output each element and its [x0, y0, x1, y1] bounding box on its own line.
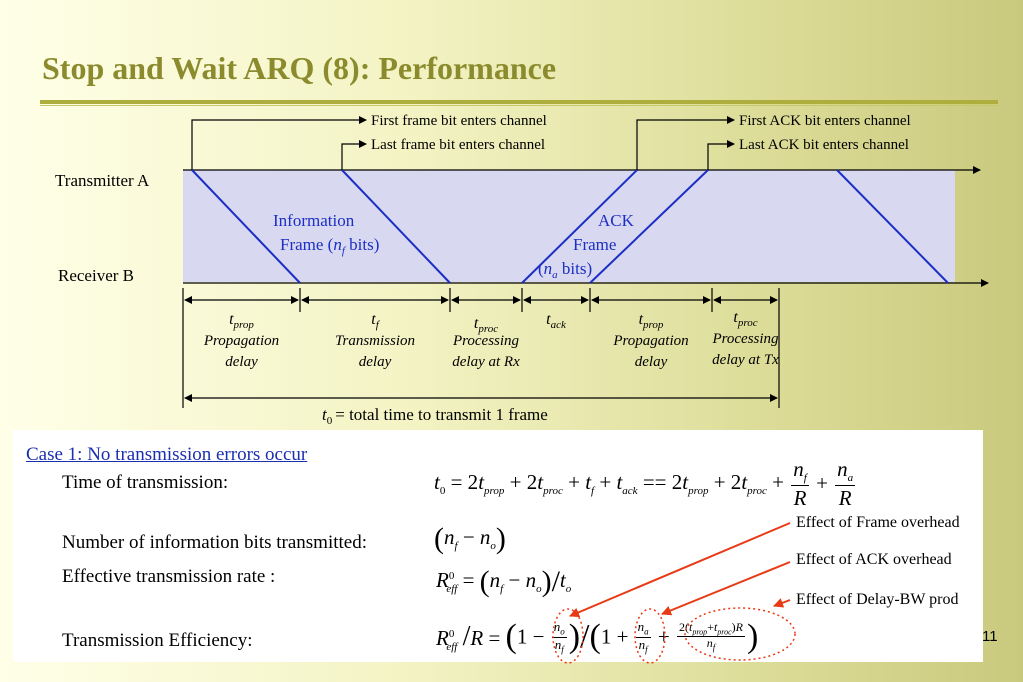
formula-time-of-transmission: t0 = 2tprop + 2tproc + tf + tack == 2tpr…: [434, 457, 856, 510]
interval-description: delay at Tx: [712, 352, 779, 368]
channel-area: [183, 170, 955, 282]
interval-description: Propagation: [203, 333, 279, 349]
ack-first-bit-line: [521, 169, 638, 284]
formula-effective-rate: R0eff = (nf − no)/to: [436, 565, 572, 598]
slide-title: Stop and Wait ARQ (8): Performance: [42, 50, 557, 86]
interval-symbol: tproc: [474, 315, 498, 335]
interval-symbol: tprop: [639, 311, 664, 331]
timing-diagram: Transmitter A Receiver B First frame bit…: [55, 113, 989, 427]
interval-description: delay: [635, 354, 668, 370]
row-label-info-bits: Number of information bits transmitted:: [62, 532, 368, 553]
first-frame-callout-arrow: [191, 116, 367, 170]
interval-symbol: tprop: [229, 311, 254, 331]
annotation-ack-overhead: Effect of ACK overhead: [796, 551, 952, 568]
info-frame-label-line1: Information: [273, 211, 355, 230]
receiver-label: Receiver B: [58, 266, 134, 285]
interval-description: delay: [359, 354, 392, 370]
next-frame-line: [836, 169, 949, 284]
title-divider: [40, 100, 998, 104]
formula-efficiency: R0eff /R = (1 − no nf)/(1 + na nf + 2(tpro…: [436, 618, 759, 655]
last-frame-callout: Last frame bit enters channel: [371, 137, 545, 153]
ack-frame-label-line3: (na bits): [538, 259, 592, 281]
interval-description: delay at Rx: [452, 354, 520, 370]
interval-description: delay: [225, 354, 258, 370]
case-heading: Case 1: No transmission errors occur: [26, 444, 308, 465]
row-label-effective-rate: Effective transmission rate :: [62, 566, 276, 587]
interval-labels: tprop Propagation delay tf Transmission delay…: [203, 309, 779, 370]
first-ack-callout: First ACK bit enters channel: [739, 113, 911, 129]
interval-description: Processing: [711, 331, 779, 347]
title-divider-thin: [40, 105, 998, 106]
interval-markers: [182, 288, 780, 408]
row-label-time: Time of transmission:: [62, 472, 229, 493]
info-frame-label-line2: Frame (nf bits): [280, 235, 379, 257]
interval-symbol: tf: [371, 311, 380, 331]
formula-info-bits: (nf − no): [434, 522, 506, 555]
last-frame-callout-arrow: [341, 140, 367, 170]
info-frame-first-bit-line: [191, 169, 301, 284]
first-ack-callout-arrow: [636, 116, 735, 170]
interval-description: Propagation: [612, 333, 688, 349]
interval-description: Processing: [452, 333, 520, 349]
interval-symbol: tproc: [733, 309, 757, 329]
last-ack-callout-arrow: [707, 140, 735, 170]
ack-last-bit-line: [589, 169, 709, 284]
transmitter-label: Transmitter A: [55, 171, 150, 190]
annotation-delay-bw: Effect of Delay-BW prod: [796, 591, 959, 608]
first-frame-callout: First frame bit enters channel: [371, 113, 547, 129]
ack-frame-label-line1: ACK: [598, 211, 635, 230]
page-number: 11: [982, 628, 998, 645]
last-ack-callout: Last ACK bit enters channel: [739, 137, 909, 153]
interval-symbol: tack: [546, 311, 567, 331]
formulas-panel: [13, 430, 983, 662]
annotation-frame-overhead: Effect of Frame overhead: [796, 514, 960, 531]
interval-description: Transmission: [335, 333, 415, 349]
row-label-efficiency: Transmission Efficiency:: [62, 630, 253, 651]
ack-frame-label-line2: Frame: [573, 235, 616, 254]
total-time-label: t0 = total time to transmit 1 frame: [322, 405, 548, 427]
info-frame-last-bit-line: [341, 169, 451, 284]
